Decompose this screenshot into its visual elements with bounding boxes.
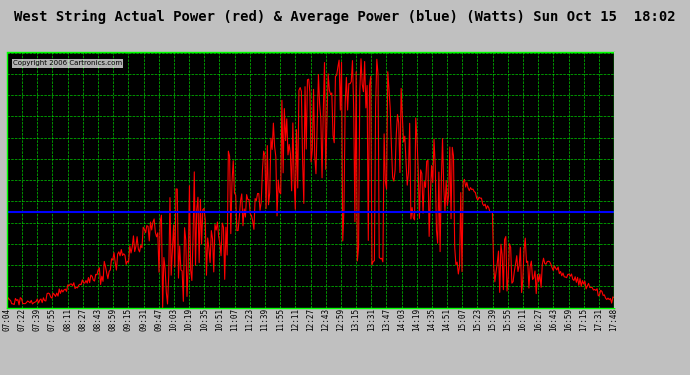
Text: 08:27: 08:27 (78, 308, 88, 331)
Text: 11:55: 11:55 (275, 308, 285, 331)
Text: 14:35: 14:35 (427, 308, 437, 331)
Text: 10:19: 10:19 (184, 308, 194, 331)
Text: 16:27: 16:27 (533, 308, 543, 331)
Text: 13:15: 13:15 (351, 308, 361, 331)
Text: 10:35: 10:35 (199, 308, 209, 331)
Text: 14:19: 14:19 (412, 308, 422, 331)
Text: 16:59: 16:59 (564, 308, 573, 331)
Text: 15:07: 15:07 (457, 308, 467, 331)
Text: 16:11: 16:11 (518, 308, 528, 331)
Text: Copyright 2006 Cartronics.com: Copyright 2006 Cartronics.com (13, 60, 122, 66)
Text: 07:55: 07:55 (48, 308, 57, 331)
Text: 07:22: 07:22 (17, 308, 27, 331)
Text: 12:43: 12:43 (321, 308, 331, 331)
Text: 09:47: 09:47 (154, 308, 164, 331)
Text: West String Actual Power (red) & Average Power (blue) (Watts) Sun Oct 15  18:02: West String Actual Power (red) & Average… (14, 10, 676, 24)
Text: 14:03: 14:03 (397, 308, 406, 331)
Text: 11:39: 11:39 (260, 308, 270, 331)
Text: 11:23: 11:23 (245, 308, 255, 331)
Text: 13:31: 13:31 (366, 308, 376, 331)
Text: 08:43: 08:43 (93, 308, 103, 331)
Text: 14:51: 14:51 (442, 308, 452, 331)
Text: 10:03: 10:03 (169, 308, 179, 331)
Text: 10:51: 10:51 (215, 308, 224, 331)
Text: 15:39: 15:39 (488, 308, 497, 331)
Text: 09:15: 09:15 (124, 308, 133, 331)
Text: 07:39: 07:39 (32, 308, 42, 331)
Text: 07:04: 07:04 (2, 308, 12, 331)
Text: 17:31: 17:31 (594, 308, 604, 331)
Text: 08:11: 08:11 (63, 308, 72, 331)
Text: 08:59: 08:59 (108, 308, 118, 331)
Text: 15:55: 15:55 (503, 308, 513, 331)
Text: 13:47: 13:47 (382, 308, 391, 331)
Text: 16:43: 16:43 (549, 308, 558, 331)
Text: 09:31: 09:31 (139, 308, 148, 331)
Text: 12:59: 12:59 (336, 308, 346, 331)
Text: 17:48: 17:48 (609, 308, 619, 331)
Text: 15:23: 15:23 (473, 308, 482, 331)
Text: 17:15: 17:15 (579, 308, 589, 331)
Text: 12:27: 12:27 (306, 308, 315, 331)
Text: 12:11: 12:11 (290, 308, 300, 331)
Text: 11:07: 11:07 (230, 308, 239, 331)
